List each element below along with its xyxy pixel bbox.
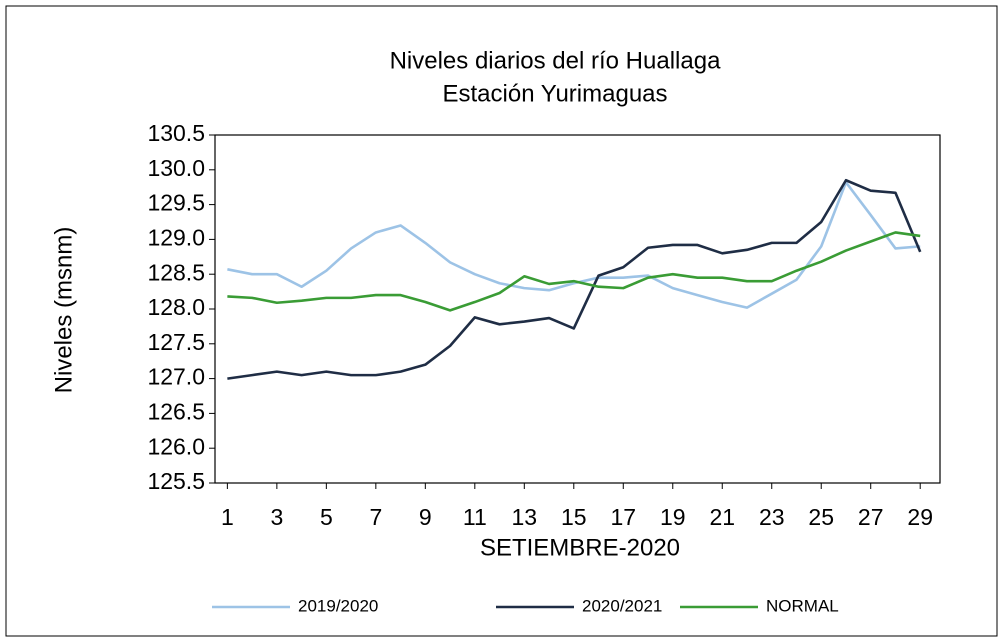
x-tick-label: 19 xyxy=(660,504,686,530)
y-tick-label: 126.5 xyxy=(147,398,205,424)
x-tick-label: 15 xyxy=(561,504,587,530)
x-axis-label: SETIEMBRE-2020 xyxy=(480,534,680,561)
y-tick-label: 130.0 xyxy=(147,155,205,181)
y-tick-label: 130.5 xyxy=(147,120,205,146)
legend-label: 2020/2021 xyxy=(582,596,662,615)
y-tick-label: 127.0 xyxy=(147,364,205,390)
y-tick-label: 128.5 xyxy=(147,259,205,285)
legend-label: 2019/2020 xyxy=(298,596,378,615)
y-tick-label: 127.5 xyxy=(147,329,205,355)
x-tick-label: 9 xyxy=(419,504,432,530)
x-tick-label: 17 xyxy=(610,504,636,530)
x-tick-label: 3 xyxy=(270,504,283,530)
frame xyxy=(5,5,998,637)
x-tick-label: 11 xyxy=(463,504,487,530)
x-tick-label: 23 xyxy=(759,504,785,530)
x-tick-label: 21 xyxy=(709,504,735,530)
x-tick-label: 1 xyxy=(221,504,234,530)
y-tick-label: 129.5 xyxy=(147,190,205,216)
legend-label: NORMAL xyxy=(766,596,839,615)
x-tick-label: 29 xyxy=(907,504,933,530)
x-tick-label: 7 xyxy=(369,504,382,530)
x-tick-label: 13 xyxy=(512,504,538,530)
x-tick-label: 5 xyxy=(320,504,333,530)
y-tick-label: 125.5 xyxy=(147,468,205,494)
x-tick-label: 27 xyxy=(858,504,884,530)
y-tick-label: 129.0 xyxy=(147,224,205,250)
series-line xyxy=(227,178,922,380)
y-axis-label: Niveles (msnm) xyxy=(50,227,77,394)
series-line xyxy=(227,231,921,312)
chart-title: Estación Yurimaguas xyxy=(442,80,667,107)
chart-title: Niveles diarios del río Huallaga xyxy=(390,47,721,74)
y-tick-label: 128.0 xyxy=(147,294,205,320)
y-tick-label: 126.0 xyxy=(147,433,205,459)
x-tick-label: 25 xyxy=(808,504,834,530)
